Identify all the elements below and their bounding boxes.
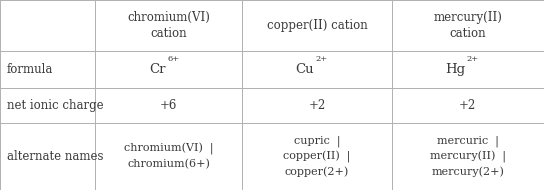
- Text: +6: +6: [160, 99, 177, 112]
- Text: Cu: Cu: [295, 63, 314, 76]
- Text: +2: +2: [308, 99, 325, 112]
- Text: 2+: 2+: [316, 55, 327, 63]
- Text: net ionic charge: net ionic charge: [7, 99, 103, 112]
- Text: Cr: Cr: [150, 63, 166, 76]
- Text: alternate names: alternate names: [7, 150, 103, 163]
- Text: cupric  |
copper(II)  |
copper(2+): cupric | copper(II) | copper(2+): [283, 135, 350, 177]
- Text: mercury(II)
cation: mercury(II) cation: [434, 11, 502, 40]
- Text: chromium(VI)  |
chromium(6+): chromium(VI) | chromium(6+): [124, 143, 213, 169]
- Text: Hg: Hg: [445, 63, 465, 76]
- Text: copper(II) cation: copper(II) cation: [267, 19, 367, 32]
- Text: 2+: 2+: [466, 55, 478, 63]
- Text: 6+: 6+: [167, 55, 179, 63]
- Text: +2: +2: [459, 99, 477, 112]
- Text: mercuric  |
mercury(II)  |
mercury(2+): mercuric | mercury(II) | mercury(2+): [430, 135, 506, 177]
- Text: formula: formula: [7, 63, 53, 76]
- Text: chromium(VI)
cation: chromium(VI) cation: [127, 11, 210, 40]
